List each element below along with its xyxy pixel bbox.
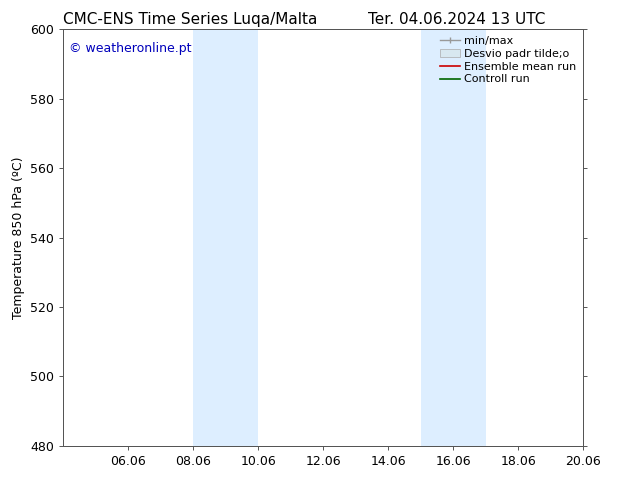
Text: CMC-ENS Time Series Luqa/Malta: CMC-ENS Time Series Luqa/Malta [63,12,318,27]
Legend: min/max, Desvio padr tilde;o, Ensemble mean run, Controll run: min/max, Desvio padr tilde;o, Ensemble m… [436,32,581,89]
Bar [421,29,486,446]
Bar [193,29,259,446]
Y-axis label: Temperature 850 hPa (ºC): Temperature 850 hPa (ºC) [12,156,25,319]
Text: © weatheronline.pt: © weatheronline.pt [68,42,191,55]
Text: Ter. 04.06.2024 13 UTC: Ter. 04.06.2024 13 UTC [368,12,545,27]
